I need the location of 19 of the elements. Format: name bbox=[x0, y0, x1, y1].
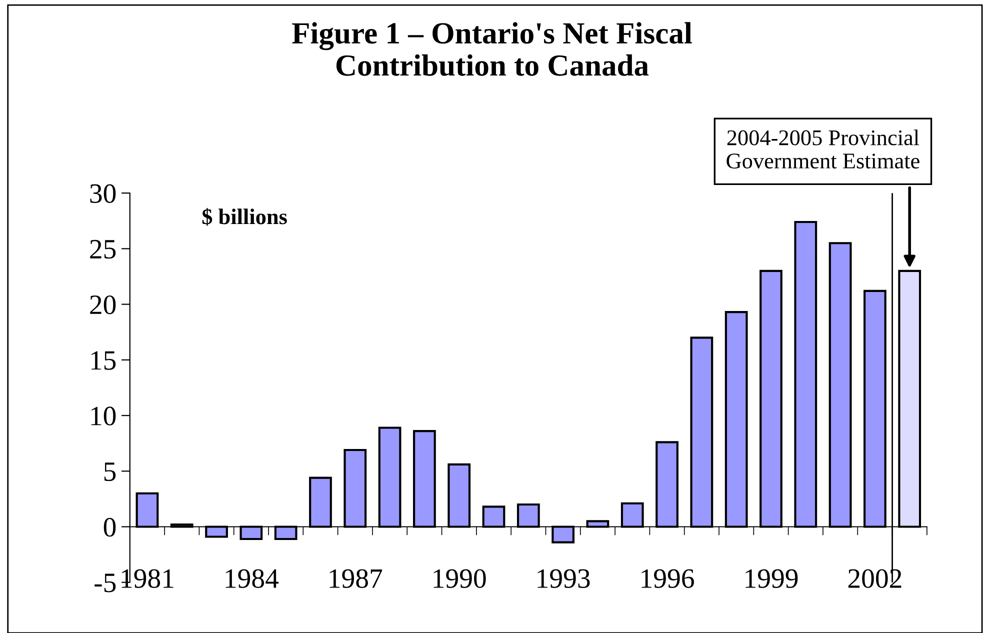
x-tick-label: 1990 bbox=[434, 569, 486, 588]
y-tick-label: 10 bbox=[91, 406, 116, 426]
y-tick-label: -5 bbox=[94, 574, 116, 592]
x-tick-label: 2002 bbox=[848, 569, 902, 588]
y-tick-label: 5 bbox=[104, 462, 116, 482]
x-tick-label: 1981 bbox=[122, 569, 174, 588]
chart-title: Figure 1 – Ontario's Net Fiscal Contribution to Canada bbox=[292, 22, 692, 76]
y-tick-label: 15 bbox=[91, 351, 116, 370]
x-tick-label: 1999 bbox=[746, 569, 798, 588]
y-tick-label: 20 bbox=[90, 295, 116, 314]
y-tick-label: 25 bbox=[90, 240, 116, 259]
y-axis-title: $ billions bbox=[202, 208, 287, 226]
x-tick-label: 1993 bbox=[538, 569, 590, 588]
y-tick-label: 0 bbox=[104, 518, 116, 537]
x-tick-label: 1996 bbox=[642, 569, 694, 588]
annotation: 2004-2005 Provincial Government Estimate bbox=[726, 130, 920, 169]
x-tick-label: 1987 bbox=[330, 569, 382, 588]
y-tick-label: 30 bbox=[90, 184, 116, 203]
x-tick-label: 1984 bbox=[226, 569, 279, 588]
